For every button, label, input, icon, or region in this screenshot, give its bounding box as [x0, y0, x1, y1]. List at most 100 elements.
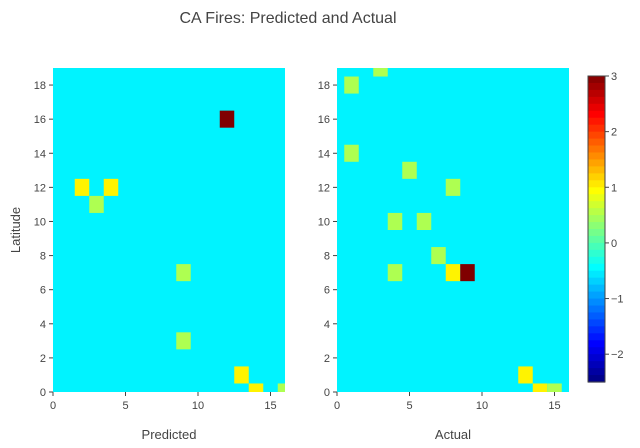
- y-tick-label: 6: [40, 285, 46, 297]
- y-tick-label: 0: [40, 387, 46, 399]
- colorbar-segment: [588, 298, 605, 307]
- heatmap-panel-1: 0 5 10 15 0 2 4 6 8 10 12 14 16 18 Predicted Latitude: [8, 68, 285, 442]
- chart-title: CA Fires: Predicted and Actual: [180, 10, 397, 27]
- y-tick-label: 0: [324, 387, 330, 399]
- colorbar-segment: [588, 319, 605, 327]
- y-tick-label: 4: [40, 319, 46, 331]
- heatmap-cell: [445, 264, 461, 282]
- colorbar-segment: [588, 208, 605, 216]
- y-tick-label: 8: [324, 251, 330, 263]
- colorbar-segment: [588, 249, 605, 258]
- heatmap-cell: [387, 212, 403, 230]
- heatmap-cell: [445, 178, 461, 196]
- colorbar-segment: [588, 152, 605, 161]
- heatmap-cell: [402, 161, 417, 179]
- colorbar-tick-label: 2: [611, 127, 617, 139]
- colorbar-tick-label: −1: [611, 294, 624, 306]
- heatmap-cell: [344, 144, 359, 162]
- x-tick-label: 5: [406, 400, 412, 412]
- y-tick-label: 10: [34, 216, 46, 228]
- colorbar-segment: [588, 124, 605, 133]
- heatmap-panels: 0 5 10 15 0 2 4 6 8 10 12 14 16 18 Predicted Latitude 0 5…: [8, 68, 569, 442]
- heatmap-background: [337, 68, 569, 392]
- y-tick-label: 12: [34, 182, 46, 194]
- colorbar-segment: [588, 96, 605, 105]
- heatmap-cell: [431, 247, 446, 265]
- colorbar-segment: [588, 326, 605, 334]
- y-tick-label: 8: [40, 251, 46, 263]
- colorbar-segment: [588, 110, 605, 119]
- colorbar-segment: [588, 354, 605, 362]
- heatmap-cell: [277, 383, 285, 392]
- heatmap-cell: [344, 76, 359, 94]
- colorbar-segment: [588, 131, 605, 140]
- colorbar-segment: [588, 284, 605, 293]
- heatmap-cell: [460, 264, 475, 282]
- x-axis-label: Predicted: [142, 427, 197, 442]
- x-tick-label: 0: [50, 400, 56, 412]
- heatmap-cell: [532, 383, 548, 392]
- colorbar-segment: [588, 291, 605, 300]
- heatmap-cell: [176, 332, 191, 350]
- heatmap-cell: [387, 264, 403, 282]
- y-tick-label: 16: [34, 114, 46, 126]
- y-tick-label: 6: [324, 285, 330, 297]
- y-tick-label: 14: [34, 148, 46, 160]
- heatmap-cell: [219, 110, 235, 128]
- heatmap-cells: [74, 110, 285, 392]
- colorbar-segment: [588, 103, 605, 112]
- y-tick-label: 14: [318, 148, 330, 160]
- colorbar-segment: [588, 347, 605, 355]
- y-tick-label: 12: [318, 182, 330, 194]
- x-tick-label: 5: [122, 400, 128, 412]
- x-tick-label: 10: [192, 400, 204, 412]
- heatmap-cell: [547, 383, 562, 392]
- colorbar-segment: [588, 263, 605, 272]
- colorbar-segment: [588, 222, 605, 230]
- colorbar-outline: [587, 75, 606, 383]
- y-tick-label: 2: [324, 353, 330, 365]
- heatmap-panel-2: 0 5 10 15 0 2 4 6 8 10 12 14 16 18 Actual: [318, 68, 569, 442]
- colorbar-segment: [588, 333, 605, 341]
- colorbar-tick-label: 3: [611, 71, 617, 83]
- colorbar-segment: [588, 256, 605, 265]
- colorbar-segment: [588, 166, 605, 174]
- x-tick-label: 0: [334, 400, 340, 412]
- colorbar-segment: [588, 89, 605, 98]
- y-tick-label: 2: [40, 353, 46, 365]
- heatmap-cell: [234, 366, 249, 384]
- heatmap-cell: [89, 195, 104, 213]
- x-tick-label: 15: [548, 400, 560, 412]
- colorbar-segment: [588, 194, 605, 202]
- colorbar-segment: [588, 361, 605, 369]
- heatmap-cell: [74, 178, 90, 196]
- y-tick-label: 4: [324, 319, 330, 331]
- y-tick-label: 16: [318, 114, 330, 126]
- colorbar-segment: [588, 173, 605, 181]
- x-tick-label: 10: [476, 400, 488, 412]
- y-tick-label: 18: [34, 80, 46, 92]
- colorbar: 3 2 1 0 −1 −2: [587, 71, 624, 383]
- heatmap-cells: [344, 68, 562, 392]
- colorbar-segment: [588, 270, 605, 279]
- colorbar-segment: [588, 201, 605, 209]
- colorbar-segment: [588, 242, 605, 251]
- heatmap-background: [53, 68, 285, 392]
- colorbar-segment: [588, 215, 605, 223]
- colorbar-segment: [588, 138, 605, 147]
- colorbar-segment: [588, 305, 605, 314]
- colorbar-segment: [588, 159, 605, 168]
- colorbar-segment: [588, 312, 605, 321]
- heatmap-cell: [416, 212, 432, 230]
- y-axis-label: Latitude: [8, 207, 23, 253]
- colorbar-segment: [588, 368, 605, 376]
- colorbar-segment: [588, 76, 605, 84]
- x-tick-label: 15: [264, 400, 276, 412]
- colorbar-segment: [588, 82, 605, 91]
- y-tick-label: 10: [318, 216, 330, 228]
- heatmap-cell: [518, 366, 533, 384]
- heatmap-cell: [373, 68, 388, 77]
- colorbar-segment: [588, 180, 605, 188]
- colorbar-tick-label: 1: [611, 182, 617, 194]
